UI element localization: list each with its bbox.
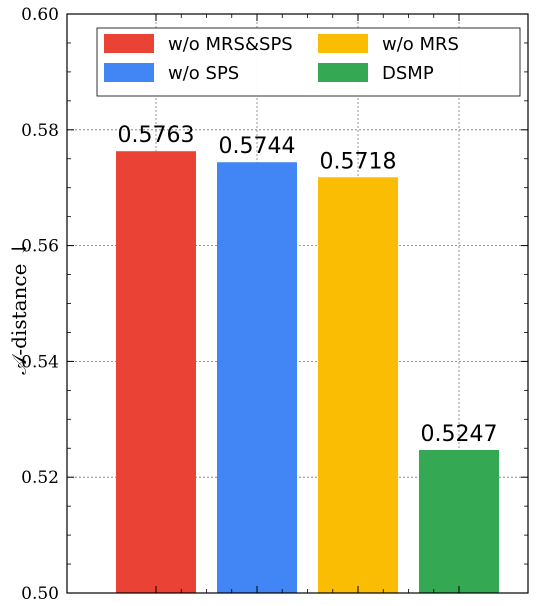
legend-swatch (318, 34, 368, 53)
legend-label: w/o MRS (382, 34, 459, 55)
y-axis-label: 𝒜-distance ↓ (7, 240, 31, 374)
y-tick-label: 0.54 (21, 352, 59, 372)
data-labels: 0.5763 0.5744 0.5718 0.5247 (118, 123, 498, 447)
legend: w/o MRS&SPS w/o MRS w/o SPS DSMP (96, 27, 521, 97)
y-tick-label: 0.60 (21, 5, 59, 25)
y-tick-label: 0.56 (21, 237, 59, 257)
legend-swatch (318, 63, 368, 82)
y-tick-label: 0.52 (21, 468, 59, 488)
bar-3 (318, 177, 398, 593)
legend-box (96, 27, 521, 97)
legend-swatch (104, 63, 154, 82)
y-tick-labels: 0.50 0.52 0.54 0.56 0.58 0.60 (21, 5, 59, 604)
bar-1 (116, 151, 196, 593)
bar-4 (419, 449, 499, 593)
data-label-1: 0.5763 (118, 123, 195, 148)
data-label-3: 0.5718 (320, 149, 397, 174)
bar-2 (217, 162, 297, 593)
data-label-4: 0.5247 (421, 422, 498, 447)
bars (116, 151, 499, 593)
legend-label: w/o SPS (168, 63, 239, 84)
legend-swatch (104, 34, 154, 53)
y-tick-label: 0.50 (21, 584, 59, 604)
legend-label: DSMP (382, 63, 434, 84)
axis-ticks (67, 13, 528, 594)
y-tick-label: 0.58 (21, 121, 59, 141)
data-label-2: 0.5744 (219, 134, 296, 159)
legend-label: w/o MRS&SPS (168, 34, 293, 55)
